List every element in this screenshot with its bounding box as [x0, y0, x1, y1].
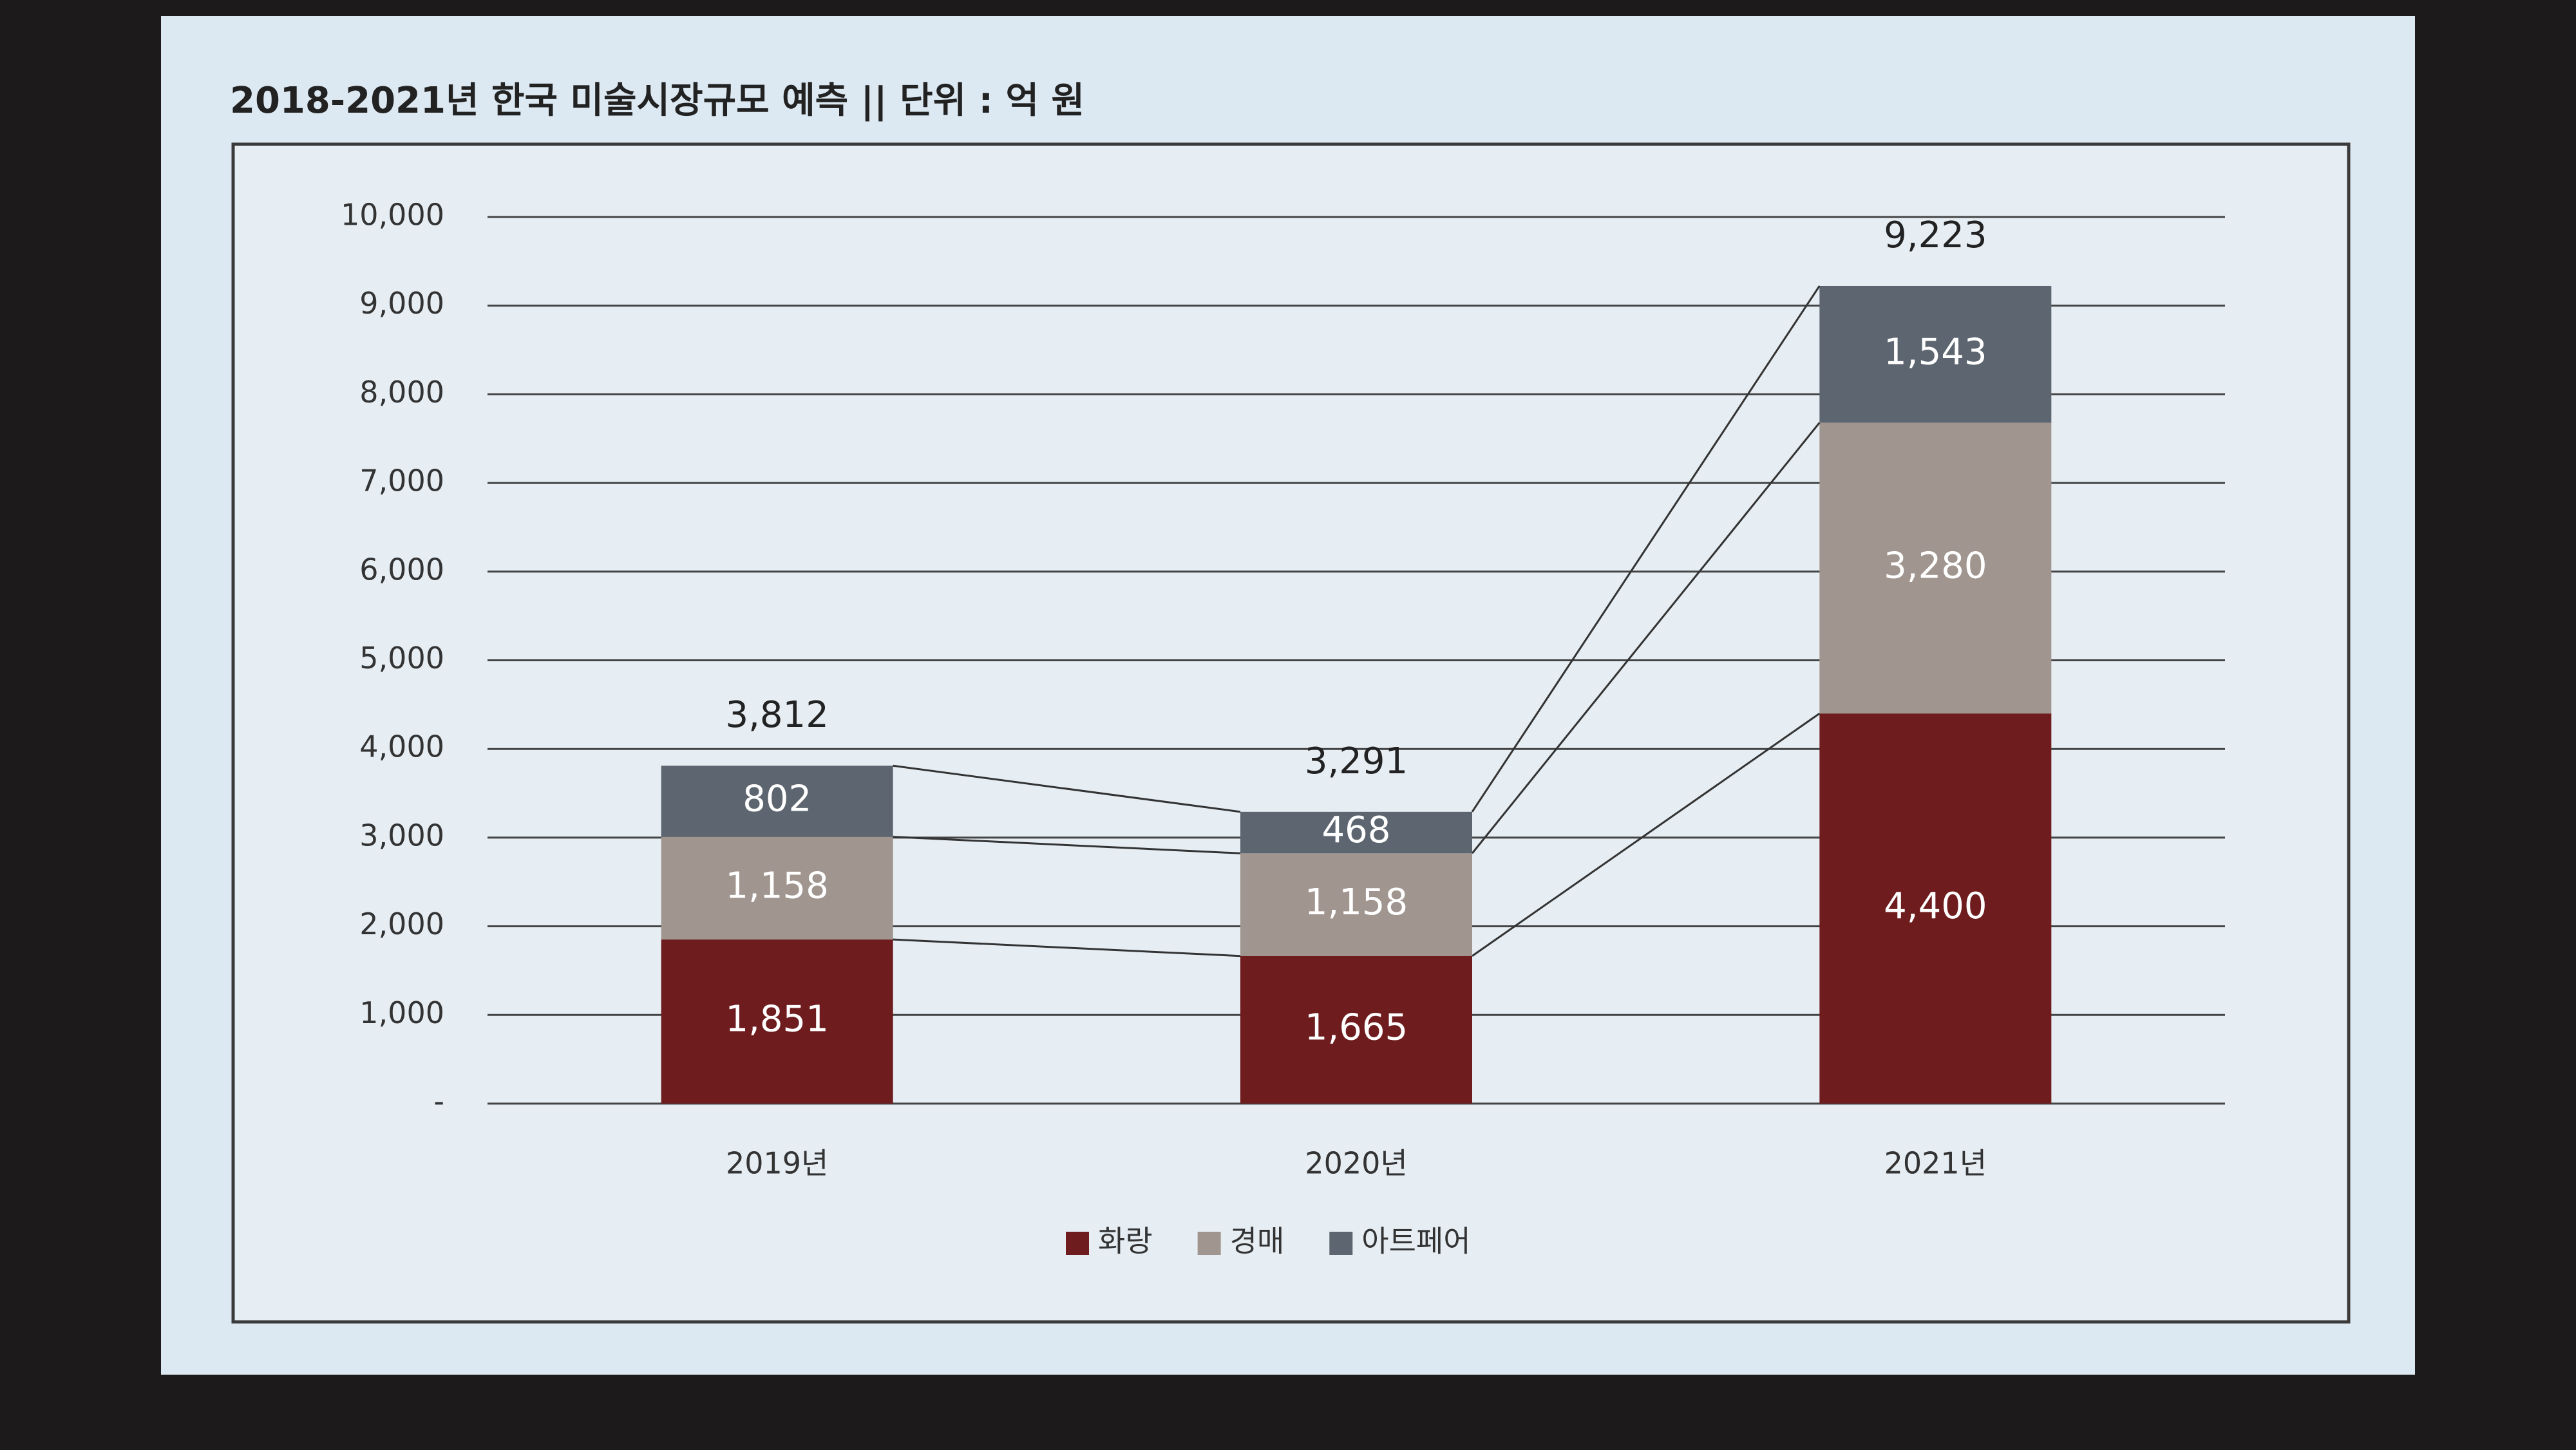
value-label: 802: [743, 778, 811, 820]
value-label: 1,158: [1305, 881, 1408, 923]
value-label: 468: [1322, 809, 1391, 851]
series-line: [893, 938, 1241, 957]
legend-label: 경매: [1230, 1224, 1285, 1259]
bar-segment: [661, 836, 893, 940]
x-tick-label: 2019년: [726, 1146, 828, 1181]
y-tick-label: 2,000: [359, 907, 444, 941]
series-line: [1472, 712, 1821, 957]
value-label: 1,665: [1305, 1007, 1408, 1049]
x-tick-label: 2021년: [1884, 1146, 1987, 1181]
legend-swatch: [1197, 1232, 1221, 1255]
value-label: 1,543: [1884, 331, 1987, 373]
series-line: [893, 764, 1241, 813]
value-label: 1,158: [726, 865, 829, 907]
legend-swatch: [1329, 1232, 1353, 1255]
y-tick-label: 1,000: [359, 995, 444, 1030]
chart-title: 2018-2021년 한국 미술시장규모 예측 || 단위 : 억 원: [230, 80, 1084, 122]
y-tick-label: 10,000: [341, 198, 444, 232]
bar-segment: [1240, 811, 1472, 854]
y-tick-label: 7,000: [359, 464, 444, 498]
y-tick-label: 5,000: [359, 641, 444, 675]
bar-segment: [1819, 713, 2052, 1104]
bar-segment: [661, 766, 893, 837]
y-tick-label: 8,000: [359, 375, 444, 410]
y-tick-label: -: [433, 1084, 444, 1119]
series-line: [1471, 285, 1821, 813]
legend-label: 화랑: [1098, 1224, 1153, 1259]
bar-segment: [661, 939, 893, 1104]
legend-label: 아트페어: [1361, 1224, 1470, 1259]
bar-segment: [1240, 853, 1472, 956]
total-label: 3,291: [1305, 740, 1408, 782]
series-line: [1471, 422, 1821, 854]
series-line: [893, 836, 1241, 854]
total-label: 9,223: [1884, 214, 1987, 256]
legend-swatch: [1066, 1232, 1089, 1255]
y-tick-label: 6,000: [359, 552, 444, 587]
x-tick-label: 2020년: [1305, 1146, 1407, 1181]
y-tick-label: 4,000: [359, 730, 444, 764]
value-label: 4,400: [1884, 885, 1987, 927]
bar-segment: [1819, 285, 2052, 423]
y-tick-label: 3,000: [359, 818, 444, 852]
bar-segment: [1240, 956, 1472, 1104]
bar-segment: [1819, 422, 2052, 714]
value-label: 3,280: [1884, 545, 1987, 587]
total-label: 3,812: [726, 694, 829, 736]
y-tick-label: 9,000: [359, 286, 444, 321]
value-label: 1,851: [726, 999, 829, 1040]
